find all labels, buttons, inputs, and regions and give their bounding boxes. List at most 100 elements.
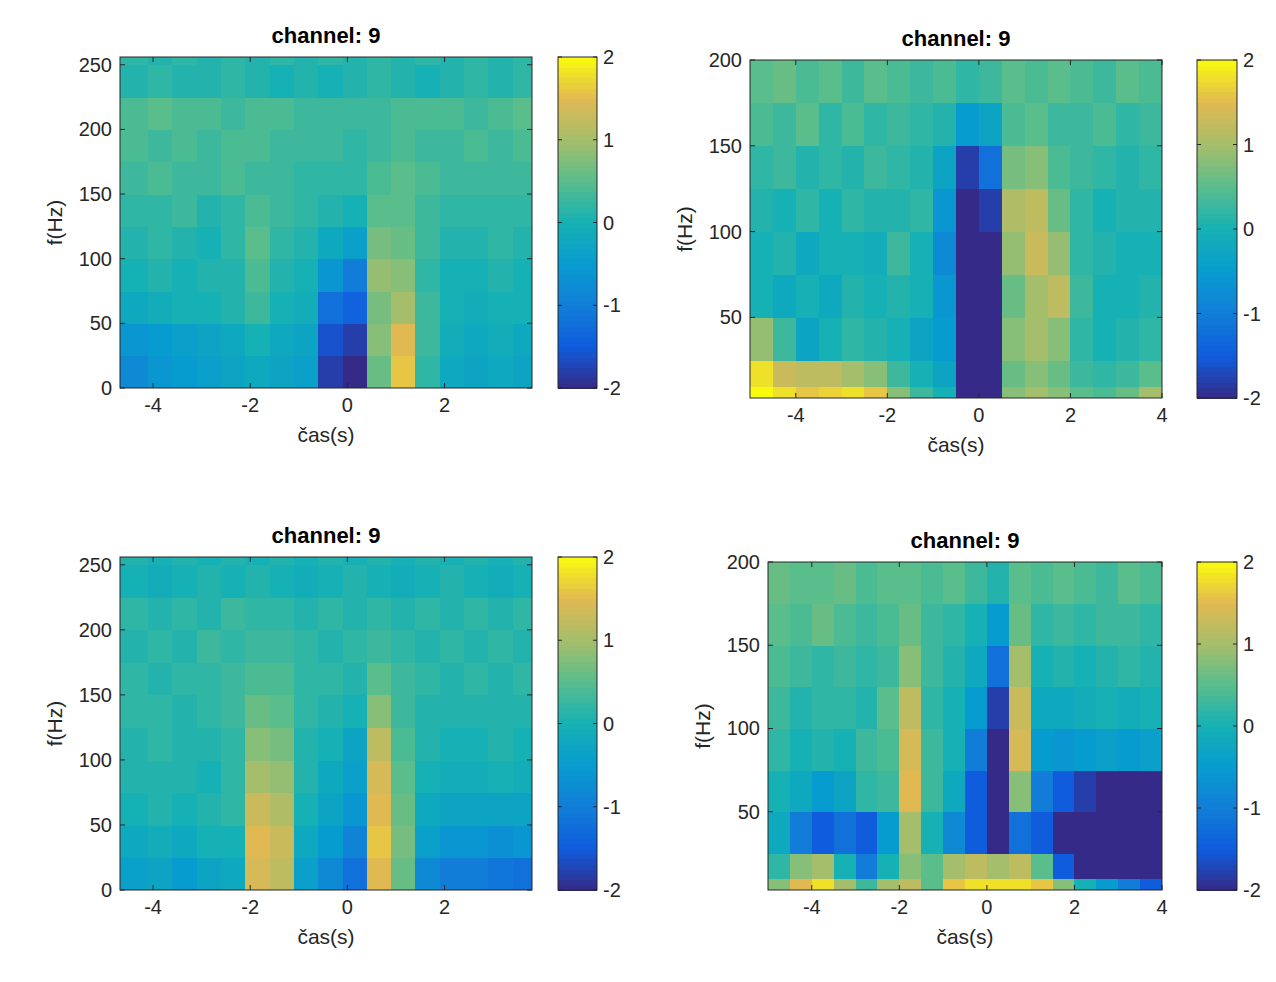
colorbar-band xyxy=(558,197,597,203)
colorbar-tick xyxy=(593,139,597,140)
cell xyxy=(1070,103,1093,146)
x-tick-label: 4 xyxy=(1156,404,1167,426)
x-tick xyxy=(986,885,987,890)
cell xyxy=(856,770,878,812)
cell xyxy=(172,792,197,825)
colorbar-band xyxy=(1197,567,1237,573)
cell xyxy=(270,291,295,324)
title: channel: 9 xyxy=(902,26,1011,51)
cell xyxy=(956,146,979,189)
cell xyxy=(812,853,834,879)
colorbar-band xyxy=(558,718,597,724)
cell xyxy=(956,232,979,275)
colorbar-tick xyxy=(558,640,562,641)
cell xyxy=(415,226,440,259)
cell xyxy=(120,727,149,760)
colorbar-band xyxy=(558,73,597,79)
cell xyxy=(440,162,465,195)
cell xyxy=(979,232,1002,275)
cell xyxy=(1140,728,1162,770)
colorbar-band xyxy=(558,129,597,135)
cell xyxy=(956,189,979,232)
cell xyxy=(221,565,246,598)
y-tick xyxy=(1157,562,1162,563)
cell xyxy=(834,878,856,890)
colorbar-band xyxy=(558,310,597,316)
cell xyxy=(172,65,197,98)
cell xyxy=(415,695,440,728)
cell xyxy=(120,565,149,598)
cell xyxy=(750,317,773,360)
y-tick xyxy=(527,388,532,389)
cell xyxy=(1139,232,1162,275)
cell xyxy=(819,317,842,360)
cell xyxy=(1139,189,1162,232)
cell xyxy=(120,662,149,695)
x-tick xyxy=(795,60,796,65)
cell xyxy=(1025,360,1048,386)
x-tick xyxy=(978,393,979,398)
x-tick-label: -4 xyxy=(144,896,162,918)
cell xyxy=(440,323,465,356)
x-tick-label: -2 xyxy=(878,404,896,426)
cell xyxy=(1093,360,1116,386)
colorbar-band xyxy=(1197,685,1237,691)
colorbar-band xyxy=(1197,572,1237,578)
cell xyxy=(488,760,513,793)
cell xyxy=(367,597,392,630)
colorbar-band xyxy=(1197,366,1237,372)
cell xyxy=(318,57,343,65)
colorbar-band xyxy=(1197,218,1237,224)
cell xyxy=(1025,60,1048,103)
cell xyxy=(148,259,173,292)
cell xyxy=(367,194,392,227)
cell xyxy=(1048,60,1071,103)
cell xyxy=(197,662,222,695)
colorbar-band xyxy=(1197,680,1237,686)
colorbar-band xyxy=(1197,608,1237,614)
colorbar-band xyxy=(1197,654,1237,660)
cell xyxy=(197,760,222,793)
cell xyxy=(367,727,392,760)
colorbar-band xyxy=(558,186,597,192)
cell xyxy=(391,557,416,565)
cell xyxy=(245,557,270,565)
cell xyxy=(877,812,899,854)
colorbar-band xyxy=(1197,372,1237,378)
colorbar-tick xyxy=(558,305,562,306)
colorbar-band xyxy=(1197,700,1237,706)
colorbar-band xyxy=(1197,818,1237,824)
colorbar-band xyxy=(558,341,597,347)
cell xyxy=(440,259,465,292)
y-tick xyxy=(527,694,532,695)
cell xyxy=(120,194,149,227)
cells xyxy=(120,57,532,388)
colorbar-band xyxy=(558,848,597,854)
cell xyxy=(120,760,149,793)
cell xyxy=(318,760,343,793)
cell xyxy=(943,770,965,812)
cell xyxy=(773,360,796,386)
cell xyxy=(318,194,343,227)
cell xyxy=(1093,60,1116,103)
cell xyxy=(1140,878,1162,890)
cell xyxy=(464,194,489,227)
colorbar-band xyxy=(558,776,597,782)
cell xyxy=(294,792,319,825)
colorbar-band xyxy=(558,171,597,177)
x-tick xyxy=(978,60,979,65)
cell xyxy=(790,812,812,854)
cell xyxy=(120,259,149,292)
cell xyxy=(910,360,933,386)
cell xyxy=(877,562,899,604)
cell xyxy=(197,727,222,760)
cell xyxy=(318,727,343,760)
colorbar-band xyxy=(558,352,597,358)
cell xyxy=(172,662,197,695)
colorbar-band xyxy=(1197,706,1237,712)
cell xyxy=(943,604,965,646)
cell xyxy=(750,232,773,275)
colorbar-band xyxy=(1197,844,1237,850)
cell xyxy=(842,274,865,317)
cell xyxy=(842,232,865,275)
